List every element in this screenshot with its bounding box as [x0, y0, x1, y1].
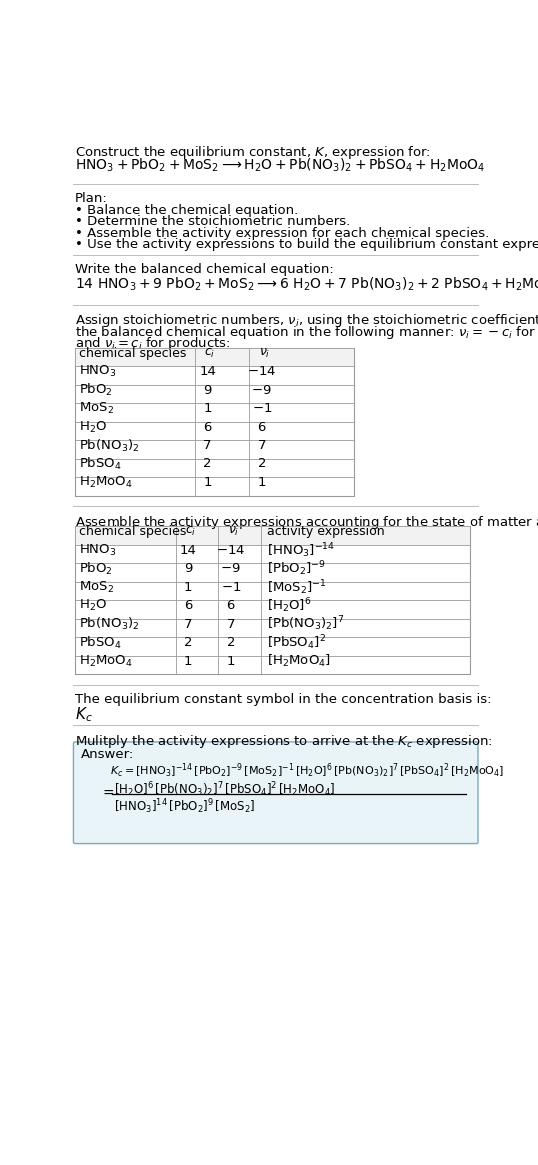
Text: $K_c$: $K_c$	[75, 705, 93, 723]
Text: $\mathrm{HNO_3}$: $\mathrm{HNO_3}$	[79, 543, 116, 558]
Bar	[75, 527, 470, 675]
Text: 6: 6	[203, 421, 212, 433]
Text: $\nu_i$: $\nu_i$	[259, 346, 270, 360]
Text: $\mathrm{Pb(NO_3)_2}$: $\mathrm{Pb(NO_3)_2}$	[79, 437, 139, 453]
Text: Write the balanced chemical equation:: Write the balanced chemical equation:	[75, 263, 334, 276]
Text: 1: 1	[184, 580, 193, 594]
FancyBboxPatch shape	[74, 742, 478, 843]
Text: 6: 6	[226, 599, 235, 612]
Text: 14: 14	[180, 544, 196, 557]
Text: 7: 7	[203, 439, 212, 452]
Text: $[\mathrm{H_2O}]^6\,[\mathrm{Pb(NO_3)_2}]^7\,[\mathrm{PbSO_4}]^2\,[\mathrm{H_2Mo: $[\mathrm{H_2O}]^6\,[\mathrm{Pb(NO_3)_2}…	[114, 781, 335, 799]
Bar	[75, 347, 354, 366]
Text: 1: 1	[258, 476, 266, 489]
Text: $\mathrm{MoS_2}$: $\mathrm{MoS_2}$	[79, 401, 114, 416]
Text: 9: 9	[184, 563, 193, 576]
Text: $[\mathrm{MoS_2}]^{-1}$: $[\mathrm{MoS_2}]^{-1}$	[267, 578, 327, 596]
Text: • Balance the chemical equation.: • Balance the chemical equation.	[75, 204, 298, 217]
Text: $\mathrm{H_2O}$: $\mathrm{H_2O}$	[79, 419, 107, 435]
Bar	[75, 347, 354, 495]
Text: • Determine the stoichiometric numbers.: • Determine the stoichiometric numbers.	[75, 216, 350, 228]
Text: $c_i$: $c_i$	[185, 525, 196, 538]
Text: 9: 9	[203, 383, 212, 396]
Text: Assemble the activity expressions accounting for the state of matter and $\nu_i$: Assemble the activity expressions accoun…	[75, 514, 538, 531]
Text: 1: 1	[226, 655, 235, 668]
Text: chemical species: chemical species	[79, 347, 186, 360]
Text: The equilibrium constant symbol in the concentration basis is:: The equilibrium constant symbol in the c…	[75, 693, 492, 706]
Text: 2: 2	[258, 458, 266, 471]
Text: $[\mathrm{PbO_2}]^{-9}$: $[\mathrm{PbO_2}]^{-9}$	[267, 559, 326, 578]
Text: $\mathrm{H_2MoO_4}$: $\mathrm{H_2MoO_4}$	[79, 654, 133, 669]
Text: $[\mathrm{H_2MoO_4}]$: $[\mathrm{H_2MoO_4}]$	[267, 654, 331, 669]
Text: $\mathrm{H_2O}$: $\mathrm{H_2O}$	[79, 598, 107, 613]
Text: 14: 14	[199, 365, 216, 379]
Text: 2: 2	[226, 636, 235, 649]
Text: $\mathrm{HNO_3}$: $\mathrm{HNO_3}$	[79, 363, 116, 379]
Text: 2: 2	[203, 458, 212, 471]
Text: 7: 7	[226, 617, 235, 630]
Text: 7: 7	[184, 617, 193, 630]
Text: 1: 1	[203, 402, 212, 415]
Text: 6: 6	[184, 599, 193, 612]
Text: $-9$: $-9$	[221, 563, 241, 576]
Text: $\mathrm{HNO_3 + PbO_2 + MoS_2 \longrightarrow H_2O + Pb(NO_3)_2 + PbSO_4 + H_2M: $\mathrm{HNO_3 + PbO_2 + MoS_2 \longrigh…	[75, 157, 485, 174]
Text: Mulitply the activity expressions to arrive at the $K_c$ expression:: Mulitply the activity expressions to arr…	[75, 733, 493, 750]
Text: $K_c = [\mathrm{HNO_3}]^{-14}\,[\mathrm{PbO_2}]^{-9}\,[\mathrm{MoS_2}]^{-1}\,[\m: $K_c = [\mathrm{HNO_3}]^{-14}\,[\mathrm{…	[110, 762, 504, 781]
Text: $14\ \mathrm{HNO_3 + 9\ PbO_2 + MoS_2} \longrightarrow 6\ \mathrm{H_2O + 7\ Pb(N: $14\ \mathrm{HNO_3 + 9\ PbO_2 + MoS_2} \…	[75, 275, 538, 292]
Text: $-14$: $-14$	[247, 365, 277, 379]
Text: $[\mathrm{H_2O}]^6$: $[\mathrm{H_2O}]^6$	[267, 596, 312, 615]
Text: $\mathrm{PbSO_4}$: $\mathrm{PbSO_4}$	[79, 456, 122, 472]
Text: $-1$: $-1$	[252, 402, 272, 415]
Text: Construct the equilibrium constant, $K$, expression for:: Construct the equilibrium constant, $K$,…	[75, 144, 431, 162]
Text: 1: 1	[184, 655, 193, 668]
Text: and $\nu_i = c_i$ for products:: and $\nu_i = c_i$ for products:	[75, 336, 231, 352]
Text: 6: 6	[258, 421, 266, 433]
Text: $-14$: $-14$	[216, 544, 245, 557]
Text: $\mathrm{PbSO_4}$: $\mathrm{PbSO_4}$	[79, 635, 122, 651]
Text: $\mathrm{Pb(NO_3)_2}$: $\mathrm{Pb(NO_3)_2}$	[79, 616, 139, 633]
Text: Assign stoichiometric numbers, $\nu_i$, using the stoichiometric coefficients, $: Assign stoichiometric numbers, $\nu_i$, …	[75, 312, 538, 330]
Text: 1: 1	[203, 476, 212, 489]
Text: $[\mathrm{HNO_3}]^{14}\,[\mathrm{PbO_2}]^9\,[\mathrm{MoS_2}]$: $[\mathrm{HNO_3}]^{14}\,[\mathrm{PbO_2}]…	[114, 797, 256, 815]
Text: $[\mathrm{PbSO_4}]^2$: $[\mathrm{PbSO_4}]^2$	[267, 634, 326, 652]
Text: $[\mathrm{HNO_3}]^{-14}$: $[\mathrm{HNO_3}]^{-14}$	[267, 541, 335, 559]
Text: $\nu_i$: $\nu_i$	[228, 525, 239, 538]
Text: • Use the activity expressions to build the equilibrium constant expression.: • Use the activity expressions to build …	[75, 239, 538, 252]
Text: $\mathrm{PbO_2}$: $\mathrm{PbO_2}$	[79, 560, 113, 577]
Text: Plan:: Plan:	[75, 192, 108, 205]
Text: • Assemble the activity expression for each chemical species.: • Assemble the activity expression for e…	[75, 227, 489, 240]
Text: chemical species: chemical species	[79, 525, 186, 538]
Text: $\mathrm{MoS_2}$: $\mathrm{MoS_2}$	[79, 580, 114, 594]
Text: $-1$: $-1$	[221, 580, 241, 594]
Bar	[75, 527, 470, 545]
Text: $\mathrm{PbO_2}$: $\mathrm{PbO_2}$	[79, 382, 113, 398]
Text: $c_i$: $c_i$	[204, 346, 216, 360]
Text: the balanced chemical equation in the following manner: $\nu_i = -c_i$ for react: the balanced chemical equation in the fo…	[75, 324, 538, 341]
Text: activity expression: activity expression	[267, 525, 385, 538]
Text: $[\mathrm{Pb(NO_3)_2}]^7$: $[\mathrm{Pb(NO_3)_2}]^7$	[267, 615, 345, 634]
Text: $\mathrm{H_2MoO_4}$: $\mathrm{H_2MoO_4}$	[79, 475, 133, 490]
Text: Answer:: Answer:	[81, 748, 134, 761]
Text: 2: 2	[184, 636, 193, 649]
Text: $=$: $=$	[100, 785, 115, 799]
Text: 7: 7	[258, 439, 266, 452]
Text: $-9$: $-9$	[251, 383, 272, 396]
